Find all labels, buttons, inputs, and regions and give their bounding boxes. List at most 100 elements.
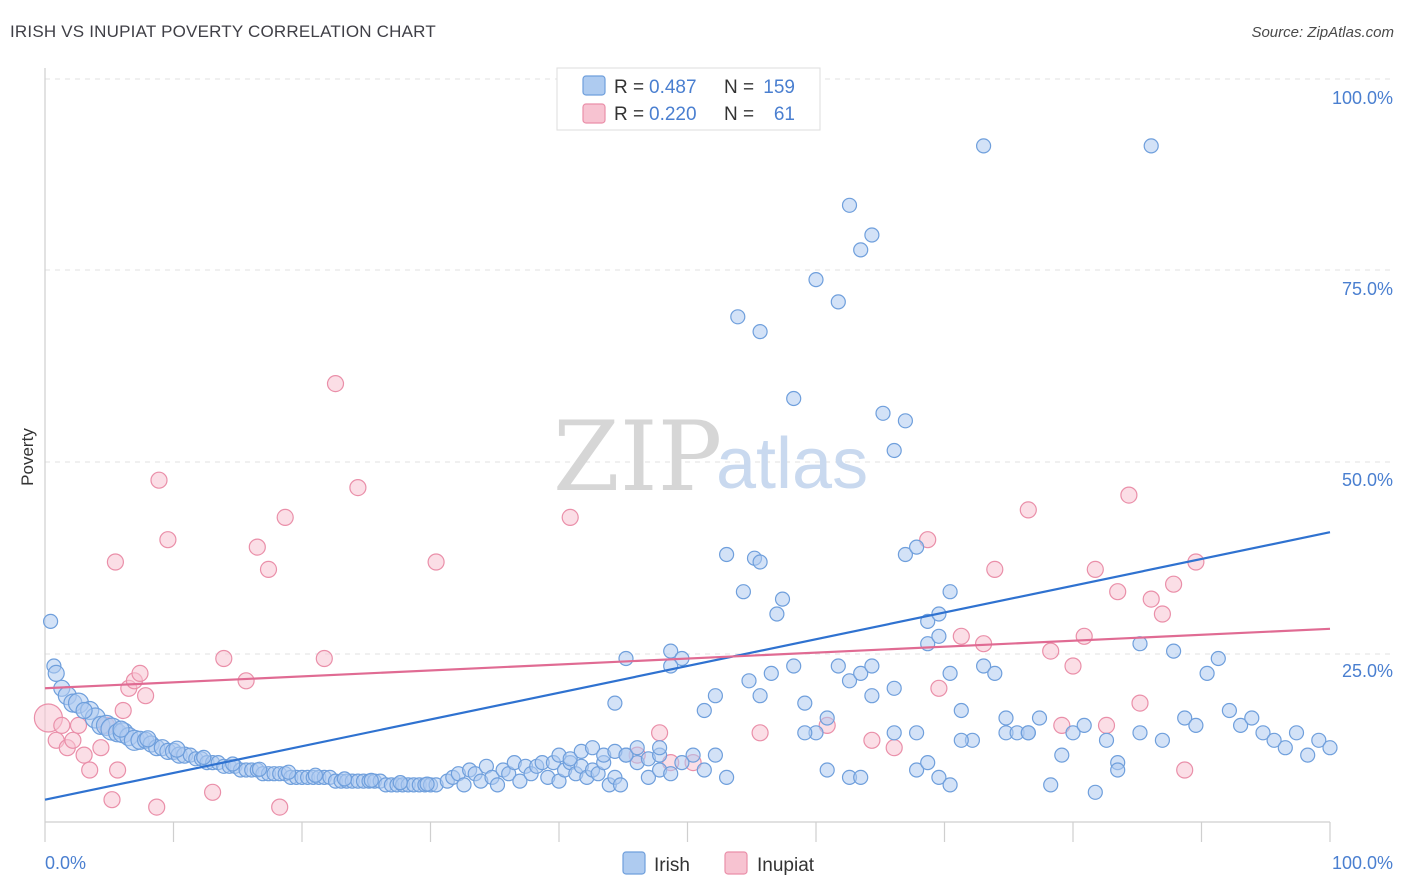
source-credit: Source: ZipAtlas.com <box>1251 24 1394 41</box>
x-tick-label-min: 0.0% <box>45 853 86 873</box>
irish-point <box>975 658 992 674</box>
irish-point <box>752 554 768 570</box>
irish-point <box>1043 777 1059 793</box>
x-tick-label-max: 100.0% <box>1332 853 1393 873</box>
irish-point <box>1076 717 1092 734</box>
irish-point <box>1199 665 1215 682</box>
stats-legend-inupiat-n-label: N = <box>724 104 754 125</box>
irish-point <box>864 688 880 704</box>
inupiat-point <box>1153 605 1172 623</box>
inupiat-point <box>148 798 166 816</box>
inupiat-point <box>106 553 125 571</box>
inupiat-point <box>1142 590 1160 608</box>
inupiat-point <box>159 531 177 549</box>
irish-point <box>819 710 835 726</box>
series-legend: Irish Inupiat <box>622 851 815 876</box>
inupiat-point <box>1064 657 1082 675</box>
irish-point <box>1232 717 1249 734</box>
irish-point <box>1054 747 1070 763</box>
irish-point <box>336 771 353 787</box>
inupiat-point <box>75 746 93 764</box>
irish-point <box>707 688 724 704</box>
irish-point <box>1031 710 1048 726</box>
inupiat-point <box>204 783 222 801</box>
irish-point <box>1143 138 1159 154</box>
irish-point <box>1210 650 1226 667</box>
irish-point <box>674 754 690 771</box>
irish-point <box>752 324 768 340</box>
irish-point <box>307 767 323 783</box>
irish-point <box>168 740 186 758</box>
irish-point <box>1154 732 1171 748</box>
irish-point <box>975 138 992 154</box>
inupiat-point <box>863 731 881 749</box>
irish-point <box>942 777 958 793</box>
inupiat-point <box>1042 642 1060 660</box>
irish-point <box>663 643 679 659</box>
irish-point <box>908 725 925 741</box>
irish-point <box>808 272 824 288</box>
irish-point <box>853 242 869 258</box>
irish-point <box>47 664 65 683</box>
series-legend-irish-label: Irish <box>654 855 690 876</box>
y-axis-label: Poverty <box>18 428 37 486</box>
inupiat-point <box>1131 694 1149 712</box>
inupiat-point <box>919 531 937 549</box>
irish-point <box>1132 725 1148 741</box>
inupiat-point <box>1120 486 1138 504</box>
irish-point <box>735 584 752 600</box>
irish-point <box>841 673 858 689</box>
inupiat-point <box>137 687 155 705</box>
irish-point <box>75 701 93 720</box>
irish-point <box>1221 702 1238 719</box>
irish-point <box>196 749 212 766</box>
irish-point <box>696 762 712 778</box>
irish-trend-line <box>44 531 1331 801</box>
stats-legend-irish-r-value: 0.487 <box>649 77 697 98</box>
inupiat-point <box>64 731 82 749</box>
irish-point <box>819 762 835 778</box>
series-legend-irish-swatch <box>622 851 646 875</box>
inupiat-point <box>561 508 579 527</box>
irish-point <box>953 732 969 748</box>
irish-point <box>139 730 157 748</box>
irish-point <box>763 665 779 682</box>
irish-point <box>42 613 59 630</box>
inupiat-point <box>650 724 669 742</box>
series-legend-inupiat-label: Inupiat <box>757 855 815 876</box>
irish-point <box>419 776 435 792</box>
inupiat-point <box>885 739 903 757</box>
irish-point <box>1300 747 1316 763</box>
x-axis-ticks <box>44 822 1331 842</box>
stats-legend-inupiat-swatch <box>582 103 606 124</box>
y-tick-label-75: 75.0% <box>1342 279 1393 299</box>
irish-point <box>1065 725 1081 741</box>
inupiat-point <box>1053 716 1071 735</box>
stats-legend-irish-n-value: 159 <box>763 77 795 98</box>
inupiat-point <box>1075 627 1093 645</box>
stats-legend-irish-r-label: R = <box>614 77 644 98</box>
watermark-atlas: atlas <box>716 424 868 504</box>
irish-point <box>908 762 925 778</box>
irish-point <box>864 658 880 674</box>
inupiat-point <box>150 471 168 489</box>
irish-point <box>718 769 735 786</box>
inupiat-point <box>237 672 255 690</box>
irish-point <box>281 764 297 780</box>
irish-point <box>1177 710 1193 726</box>
y-tick-label-25: 25.0% <box>1342 661 1393 681</box>
irish-point <box>886 680 902 696</box>
irish-point <box>741 673 757 689</box>
irish-point <box>886 725 902 741</box>
irish-point <box>629 740 645 756</box>
irish-point <box>696 702 712 719</box>
inupiat-point <box>427 553 445 571</box>
irish-point <box>752 688 768 704</box>
stats-legend-inupiat-r-value: 0.220 <box>649 104 697 125</box>
irish-point <box>1188 717 1204 734</box>
irish-point <box>618 650 634 667</box>
irish-point <box>931 769 947 786</box>
irish-point <box>1311 732 1327 748</box>
irish-point <box>942 665 958 682</box>
inupiat-point <box>1086 560 1104 579</box>
